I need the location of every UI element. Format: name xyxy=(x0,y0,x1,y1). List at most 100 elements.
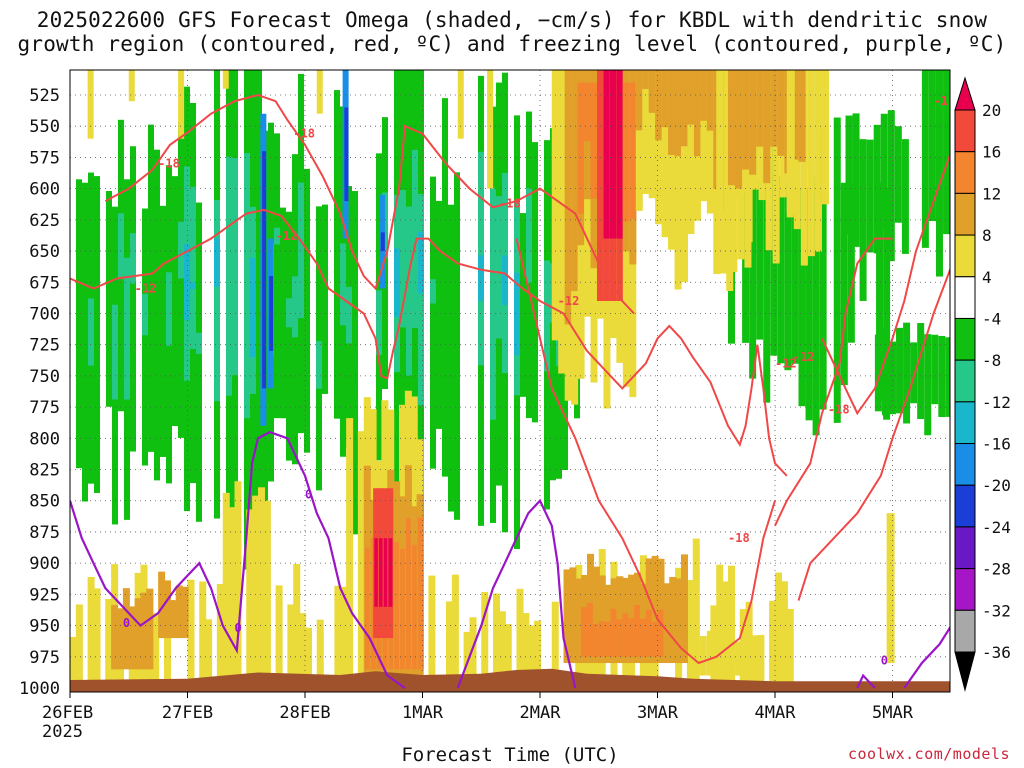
omega-cell xyxy=(412,149,418,328)
omega-cell xyxy=(622,613,630,657)
omega-cell xyxy=(847,184,855,343)
omega-cell xyxy=(451,574,459,688)
colorbar-segment xyxy=(954,526,976,570)
omega-cell xyxy=(798,70,806,162)
contour-label-red: -12 xyxy=(135,282,157,296)
omega-cell xyxy=(604,621,612,657)
omega-cell xyxy=(723,70,731,241)
dgz-contour-red xyxy=(821,151,950,416)
omega-cell xyxy=(866,139,874,253)
y-tick-label: 750 xyxy=(29,367,60,387)
x-tick-label: 3MAR xyxy=(637,703,679,723)
colorbar-tick-label: -24 xyxy=(982,518,1011,537)
omega-cell xyxy=(379,538,384,607)
omega-cell xyxy=(534,620,542,688)
omega-cell xyxy=(840,182,848,386)
omega-cell xyxy=(881,327,889,416)
omega-cell xyxy=(728,70,735,186)
freezing-contour-purple xyxy=(903,625,950,689)
omega-cell xyxy=(418,194,424,406)
contour-label-red: -18 xyxy=(158,157,180,171)
omega-cell xyxy=(661,70,669,238)
omega-cell xyxy=(745,601,753,688)
omega-cell xyxy=(316,341,322,389)
omega-cell xyxy=(316,619,324,688)
omega-cell xyxy=(190,282,196,289)
omega-cell xyxy=(742,632,750,676)
colorbar-segment xyxy=(954,317,976,361)
omega-cell xyxy=(756,180,764,340)
omega-cell xyxy=(128,606,136,670)
omega-cell xyxy=(1004,175,1011,257)
omega-cell xyxy=(140,592,148,670)
omega-cell xyxy=(791,70,799,160)
omega-cell xyxy=(590,82,598,199)
omega-cell xyxy=(814,70,822,252)
omega-cell xyxy=(551,601,559,688)
contour-label-red: -12 xyxy=(558,294,580,308)
omega-cell xyxy=(357,431,365,688)
omega-cell xyxy=(504,624,512,688)
omega-cell xyxy=(258,487,265,688)
omega-cell xyxy=(316,70,323,114)
omega-cell xyxy=(478,255,484,302)
omega-cell xyxy=(87,576,95,688)
omega-cell xyxy=(917,323,925,420)
omega-cell xyxy=(1004,156,1011,350)
omega-cell xyxy=(117,608,124,670)
omega-cell xyxy=(616,619,624,657)
omega-cell xyxy=(719,70,727,211)
omega-cell xyxy=(592,566,600,664)
omega-cell xyxy=(334,585,342,688)
omega-cell xyxy=(931,334,939,405)
credit-link[interactable]: coolwx.com/models xyxy=(847,745,1010,763)
omega-cell xyxy=(563,569,571,664)
omega-cell xyxy=(498,611,506,688)
omega-cell xyxy=(166,272,172,346)
omega-cell xyxy=(629,82,637,219)
omega-cell xyxy=(70,636,77,688)
colorbar-tick-label: -8 xyxy=(982,351,1001,370)
colorbar: 20 16 12 8 4 -4 -8 -12 -16 -20 -24 -28 -32 -36 xyxy=(954,76,1011,692)
omega-cell xyxy=(118,213,124,280)
omega-cell xyxy=(130,146,136,452)
colorbar-segment xyxy=(954,609,976,653)
omega-cell xyxy=(344,107,349,202)
omega-cell xyxy=(94,176,100,493)
omega-cell xyxy=(448,204,454,512)
omega-cell xyxy=(292,276,298,338)
omega-cell xyxy=(111,604,119,670)
omega-cell xyxy=(575,578,583,664)
omega-cell xyxy=(770,70,778,147)
omega-cell xyxy=(222,70,229,89)
omega-cell xyxy=(493,593,500,688)
omega-cell xyxy=(516,588,524,688)
omega-cell xyxy=(675,578,683,664)
omega-cell xyxy=(496,196,502,339)
omega-cell xyxy=(622,82,630,222)
contour-label-red: -12 xyxy=(793,350,815,364)
omega-cell xyxy=(777,70,785,156)
colorbar-top-arrow xyxy=(954,76,976,111)
omega-cell xyxy=(528,625,536,688)
omega-cell xyxy=(128,70,135,102)
omega-cell xyxy=(286,211,292,461)
omega-cell xyxy=(699,636,707,676)
omega-cell xyxy=(651,555,659,664)
omega-cell xyxy=(275,585,283,688)
colorbar-tick-label: -4 xyxy=(982,309,1001,328)
omega-cell xyxy=(436,200,442,429)
omega-cell xyxy=(772,70,780,264)
omega-cell xyxy=(106,190,112,407)
omega-cell xyxy=(686,580,694,688)
omega-cell xyxy=(976,145,983,362)
colorbar-segment xyxy=(954,109,976,153)
x-year-label: 2025 xyxy=(42,722,83,742)
omega-cell xyxy=(635,70,643,131)
omega-cell xyxy=(222,492,230,688)
omega-cell xyxy=(178,221,184,279)
omega-cell xyxy=(681,70,688,147)
y-tick-label: 925 xyxy=(29,585,60,605)
y-tick-label: 900 xyxy=(29,554,60,574)
